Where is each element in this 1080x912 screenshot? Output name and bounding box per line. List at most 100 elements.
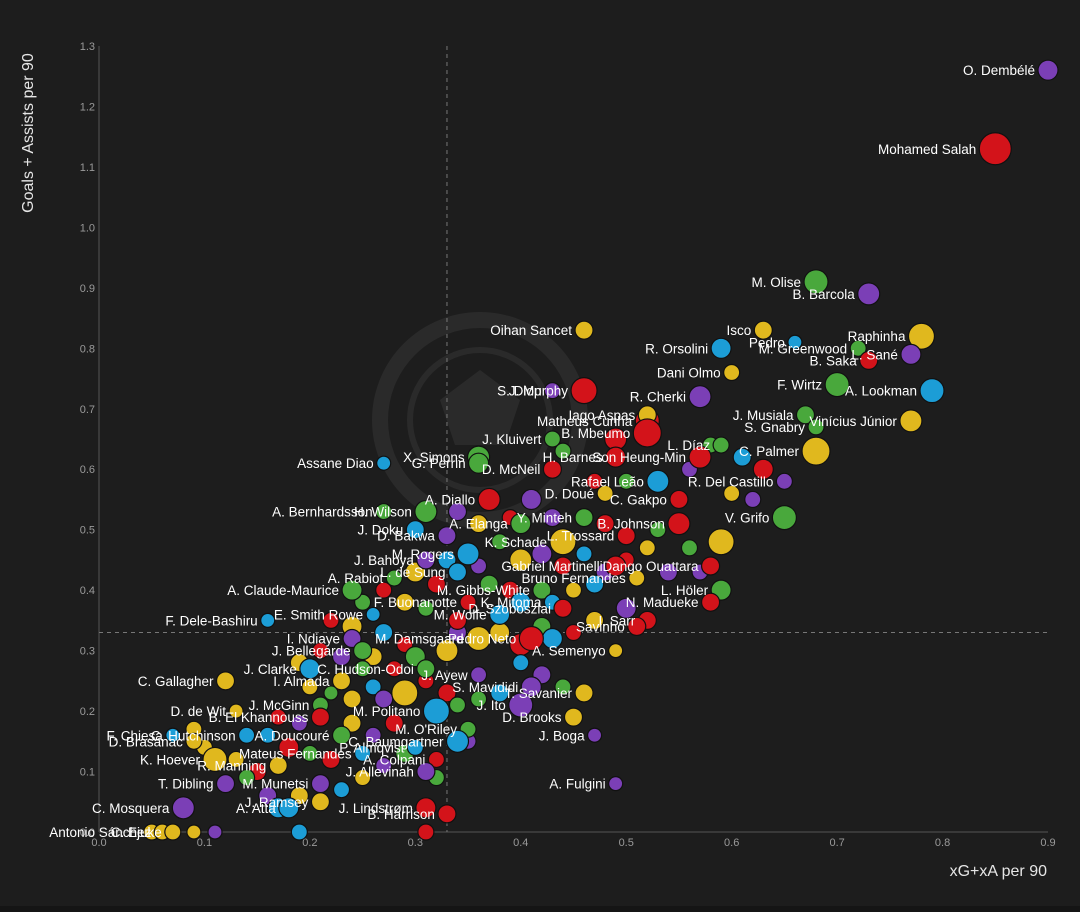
player-label: Dani Olmo xyxy=(657,365,721,380)
player-label: Y. Minteh xyxy=(517,511,572,526)
player-label: M. Greenwood xyxy=(759,341,848,356)
player-point xyxy=(470,690,488,708)
player-label: Pedro xyxy=(749,335,785,350)
player-point xyxy=(445,729,470,753)
player-label: F. Chiesa xyxy=(107,728,164,743)
player-label: T. Dibling xyxy=(158,777,214,792)
player-point xyxy=(771,504,797,531)
player-point xyxy=(907,322,936,350)
player-label: J. Bellegarde xyxy=(272,644,351,659)
player-point xyxy=(311,642,330,660)
player-point xyxy=(978,132,1012,166)
x-tick-label: 0.4 xyxy=(513,837,528,849)
player-label: Gabriel Martinelli xyxy=(501,559,602,574)
player-label: L. Sané xyxy=(851,347,898,362)
x-tick-label: 0.1 xyxy=(197,837,212,849)
player-label: J. Kluivert xyxy=(482,432,542,447)
player-point xyxy=(688,385,712,409)
player-point xyxy=(752,458,774,480)
player-point xyxy=(417,823,435,841)
player-point xyxy=(342,689,362,709)
player-point xyxy=(259,726,277,744)
player-point xyxy=(416,550,436,570)
x-tick-label: 0.8 xyxy=(935,837,950,849)
player-label: M. Damsgaard xyxy=(375,632,464,647)
player-label: B. Mbeumo xyxy=(561,426,630,441)
player-point xyxy=(228,703,244,719)
player-point xyxy=(509,548,533,572)
y-tick-label: 0.9 xyxy=(80,283,95,295)
y-tick-label: 1.0 xyxy=(80,222,95,234)
player-point xyxy=(512,654,530,672)
player-point xyxy=(490,683,510,703)
player-label: I. Ndiaye xyxy=(287,632,340,647)
y-tick-label: 0.5 xyxy=(80,525,95,537)
player-point xyxy=(605,446,627,468)
player-label: H. Barnes xyxy=(543,450,603,465)
player-point xyxy=(364,726,382,744)
player-label: A. Elanga xyxy=(449,517,508,532)
player-point xyxy=(468,452,490,474)
player-label: M. Wolfe xyxy=(434,607,487,622)
player-point xyxy=(510,591,532,613)
player-label: J. Ayew xyxy=(421,668,468,683)
player-point xyxy=(470,666,488,684)
player-label: C. Gallagher xyxy=(138,674,214,689)
x-tick-label: 0.5 xyxy=(619,837,634,849)
player-label: Oihan Sancet xyxy=(490,323,572,338)
player-label: A. Claude-Maurice xyxy=(227,583,339,598)
player-label: G. Perrin xyxy=(412,456,466,471)
player-point xyxy=(543,382,562,400)
player-point xyxy=(375,502,393,521)
player-point xyxy=(563,707,584,727)
player-point xyxy=(310,792,331,812)
player-point xyxy=(542,459,563,479)
player-label: J. Murphy xyxy=(509,384,569,399)
bottom-bar xyxy=(0,906,1080,912)
player-point xyxy=(342,628,362,649)
player-point xyxy=(710,337,732,359)
player-point xyxy=(688,445,712,469)
player-point xyxy=(459,593,477,611)
player-label: J. Lindstrøm xyxy=(339,801,413,816)
player-point xyxy=(342,713,362,733)
player-label: Matheus Cunha xyxy=(537,414,633,429)
player-point xyxy=(617,472,635,490)
player-label: C. Gakpo xyxy=(610,492,667,507)
player-label: L. Díaz xyxy=(667,438,710,453)
player-label: R. Orsolini xyxy=(645,341,708,356)
player-point xyxy=(391,679,419,707)
x-tick-label: 0.3 xyxy=(408,837,423,849)
player-label: B. Barcola xyxy=(792,287,855,302)
x-tick-label: 0.6 xyxy=(724,837,739,849)
player-label: D. Brasanac xyxy=(109,734,184,749)
player-point xyxy=(554,442,572,460)
player-point xyxy=(520,488,542,511)
player-point xyxy=(919,378,945,404)
player-point xyxy=(596,484,614,503)
player-label: H. Wilson xyxy=(354,505,412,520)
player-point xyxy=(795,405,816,425)
player-point xyxy=(700,592,721,612)
player-point xyxy=(353,641,373,661)
player-point xyxy=(1037,59,1059,81)
player-point xyxy=(185,732,203,750)
player-label: A. Colpani xyxy=(363,752,425,767)
player-point xyxy=(707,528,735,556)
player-point xyxy=(415,797,437,819)
player-label: C. Hutchinson xyxy=(151,728,236,743)
player-label: M. Rogers xyxy=(392,547,455,562)
player-point xyxy=(447,501,468,522)
y-tick-label: 0.3 xyxy=(80,646,95,658)
player-point xyxy=(414,499,438,524)
player-point xyxy=(437,526,457,546)
player-point xyxy=(479,574,499,594)
player-label: S. Diop xyxy=(497,384,541,399)
player-label: B. Harrison xyxy=(367,807,435,822)
player-point xyxy=(723,363,741,382)
player-point xyxy=(732,447,752,467)
player-label: J. Ito xyxy=(477,698,506,713)
player-point xyxy=(608,643,624,659)
player-label: Mateus Fernandes xyxy=(239,746,352,761)
player-point xyxy=(290,823,308,841)
